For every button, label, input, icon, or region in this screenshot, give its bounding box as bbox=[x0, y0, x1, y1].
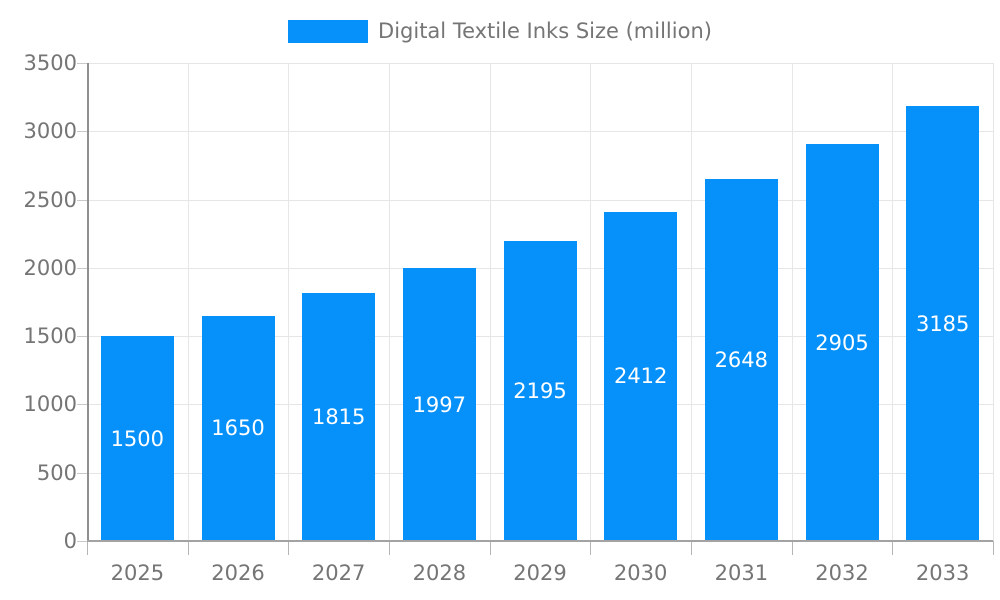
y-axis-label: 500 bbox=[36, 460, 77, 485]
legend-item[interactable]: Digital Textile Inks Size (million) bbox=[0, 19, 1000, 43]
y-axis-label: 3500 bbox=[23, 51, 77, 75]
x-axis-label: 2025 bbox=[110, 561, 165, 585]
bar-2033[interactable]: 3185 bbox=[906, 106, 980, 541]
bar-2028[interactable]: 1997 bbox=[402, 268, 476, 541]
legend-label: Digital Textile Inks Size (million) bbox=[378, 19, 712, 43]
x-axis-label: 2031 bbox=[714, 561, 769, 585]
x-axis-label: 2027 bbox=[311, 561, 366, 585]
y-axis-tick bbox=[77, 336, 87, 338]
y-axis-label: 2500 bbox=[23, 187, 77, 212]
gridline-vertical bbox=[389, 63, 390, 541]
y-axis-tick bbox=[77, 404, 87, 406]
y-axis-tick bbox=[77, 131, 87, 133]
gridline-vertical bbox=[892, 63, 894, 541]
x-axis-label: 2033 bbox=[915, 561, 970, 585]
x-axis-tick bbox=[288, 541, 290, 555]
bar-2029[interactable]: 2195 bbox=[503, 241, 577, 541]
legend-swatch-icon bbox=[288, 19, 369, 43]
y-axis-label: 1000 bbox=[23, 392, 77, 417]
y-axis-label: 0 bbox=[63, 529, 77, 553]
x-axis-tick bbox=[993, 541, 994, 555]
gridline-vertical bbox=[187, 63, 189, 541]
bar-value-label: 2412 bbox=[613, 364, 668, 389]
bar-2027[interactable]: 1815 bbox=[302, 293, 376, 541]
bar-value-label: 3185 bbox=[915, 311, 970, 336]
x-axis-label: 2028 bbox=[412, 561, 467, 585]
bar-2025[interactable]: 1500 bbox=[100, 336, 174, 541]
gridline-vertical bbox=[288, 63, 290, 541]
x-axis-label: 2030 bbox=[613, 561, 668, 585]
bar-2032[interactable]: 2905 bbox=[805, 144, 879, 541]
x-axis-tick bbox=[892, 541, 894, 555]
y-axis-tick bbox=[77, 541, 87, 542]
gridline-vertical bbox=[791, 63, 793, 541]
y-axis-tick bbox=[77, 267, 87, 269]
gridline-vertical bbox=[590, 63, 592, 541]
x-axis-tick bbox=[791, 541, 793, 555]
bar-value-label: 1815 bbox=[311, 405, 366, 430]
y-axis-line bbox=[87, 63, 89, 541]
bar-value-label: 2648 bbox=[714, 348, 769, 373]
x-axis-line bbox=[87, 540, 993, 542]
x-axis-tick bbox=[389, 541, 390, 555]
y-axis-tick bbox=[77, 199, 87, 201]
bar-value-label: 2905 bbox=[815, 330, 869, 355]
bar-2030[interactable]: 2412 bbox=[604, 211, 678, 541]
gridline-horizontal bbox=[87, 199, 993, 201]
bar-value-label: 1650 bbox=[211, 416, 265, 441]
x-axis-tick bbox=[590, 541, 592, 555]
x-axis-label: 2026 bbox=[211, 561, 265, 585]
plot-area: 1500 1650 1815 1997 2195 2412 2648 2905 3185 bbox=[77, 63, 994, 555]
bar-value-label: 2195 bbox=[513, 379, 567, 404]
x-axis-tick bbox=[489, 541, 491, 555]
x-axis-tick bbox=[691, 541, 692, 555]
x-axis-label: 2029 bbox=[513, 561, 567, 585]
gridline-vertical bbox=[993, 63, 994, 541]
x-axis-tick bbox=[187, 541, 189, 555]
x-axis-tick bbox=[87, 541, 88, 555]
y-axis-label: 1500 bbox=[23, 324, 77, 349]
bar-value-label: 1997 bbox=[412, 392, 467, 417]
y-axis-label: 3000 bbox=[23, 119, 77, 144]
bar-2026[interactable]: 1650 bbox=[201, 315, 275, 541]
gridline-horizontal bbox=[87, 131, 993, 133]
bar-value-label: 1500 bbox=[110, 426, 165, 451]
gridline-horizontal bbox=[87, 63, 993, 64]
x-axis-label: 2032 bbox=[815, 561, 869, 585]
y-axis-tick bbox=[77, 63, 87, 64]
gridline-vertical bbox=[489, 63, 491, 541]
gridline-vertical bbox=[691, 63, 692, 541]
bar-2031[interactable]: 2648 bbox=[704, 179, 778, 541]
y-axis-tick bbox=[77, 472, 87, 474]
y-axis-label: 2000 bbox=[23, 255, 77, 280]
